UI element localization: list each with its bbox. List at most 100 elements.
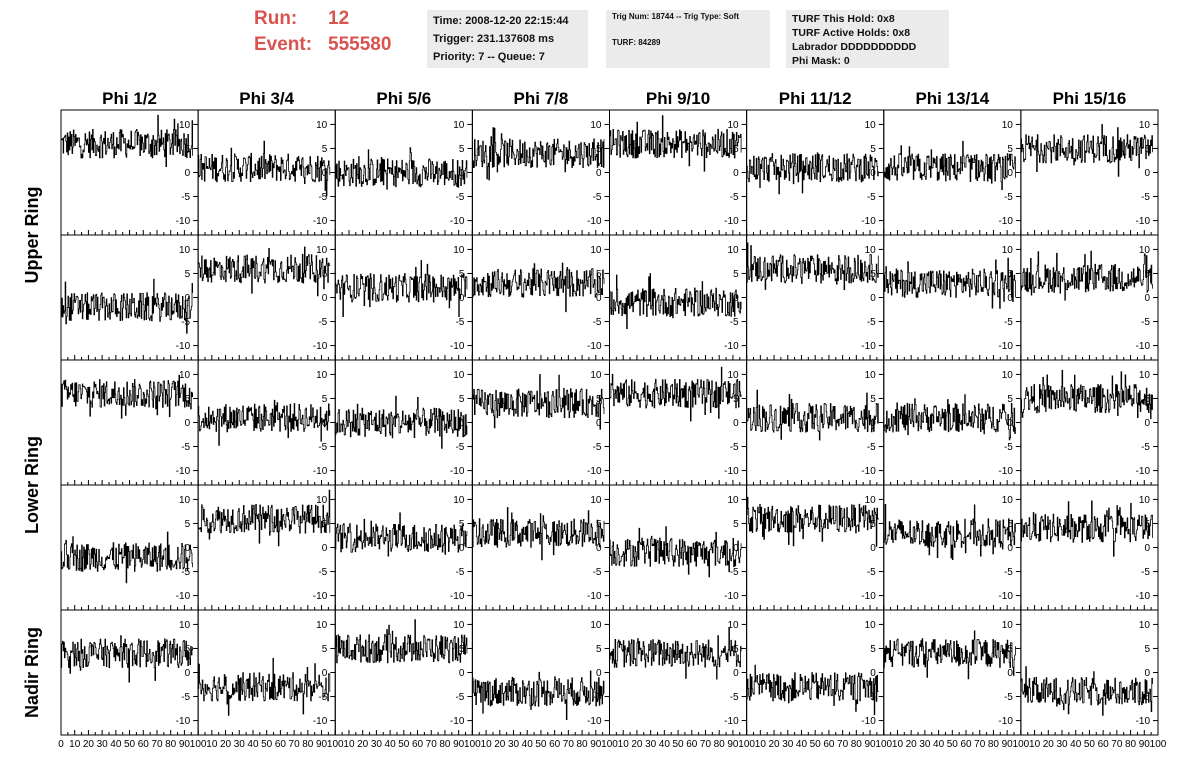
x-tick-label: 20 [906,739,918,750]
x-tick-label: 60 [138,739,150,750]
y-tick-label: 0 [596,668,602,679]
labrador-text: Labrador DDDDDDDDDD [792,41,917,53]
x-tick-label: 60 [960,739,972,750]
y-tick-label: 5 [322,644,328,655]
time-trigger-box: Time: 2008-12-20 22:15:44 Trigger: 231.1… [427,10,588,68]
y-tick-label: -10 [313,591,328,602]
y-tick-label: 0 [870,543,876,554]
y-tick-label: -5 [1004,317,1013,328]
y-tick-label: 0 [185,418,191,429]
y-tick-label: -5 [455,317,464,328]
waveform-trace [1020,666,1153,716]
x-tick-label: 100 [190,739,207,750]
x-tick-label: 100 [601,739,618,750]
y-tick-label: -5 [1141,317,1150,328]
waveform-trace [334,147,468,190]
y-tick-label: -5 [181,692,190,703]
y-tick-label: 10 [453,495,465,506]
y-tick-label: -10 [1136,466,1151,477]
y-tick-label: -5 [867,192,876,203]
x-tick-label: 40 [522,739,534,750]
x-tick-label: 20 [83,739,95,750]
x-tick-label: 50 [261,739,273,750]
x-tick-label: 0 [58,739,64,750]
turf-hold-text: TURF This Hold: 0x8 [792,13,895,25]
y-tick-label: -10 [1136,716,1151,727]
y-tick-label: 10 [179,245,191,256]
y-tick-label: -10 [450,466,465,477]
x-tick-label: 20 [768,739,780,750]
x-tick-label: 30 [234,739,246,750]
y-tick-label: 10 [865,245,877,256]
x-tick-label: 100 [327,739,344,750]
y-tick-label: 0 [733,543,739,554]
column-title: Phi 7/8 [514,89,569,108]
y-tick-label: 5 [733,519,739,530]
x-tick-label: 20 [631,739,643,750]
y-tick-label: 5 [185,394,191,405]
y-tick-label: 5 [1144,144,1150,155]
y-tick-label: -5 [867,317,876,328]
y-tick-label: -5 [1004,567,1013,578]
y-tick-label: -10 [724,466,739,477]
x-tick-label: 10 [69,739,81,750]
y-tick-label: -5 [181,192,190,203]
y-tick-label: -10 [998,216,1013,227]
x-tick-label: 20 [220,739,232,750]
y-tick-label: 10 [453,620,465,631]
x-tick-label: 40 [1070,739,1082,750]
turf-hold-box: TURF This Hold: 0x8 TURF Active Holds: 0… [786,10,949,68]
y-tick-label: 10 [590,370,602,381]
y-tick-label: -5 [455,567,464,578]
waveform-trace [883,140,1016,190]
y-tick-label: 10 [1139,620,1151,631]
priority-text: Priority: 7 -- Queue: 7 [433,51,545,63]
y-tick-label: 0 [185,168,191,179]
x-tick-label: 60 [823,739,835,750]
y-tick-label: -5 [867,567,876,578]
y-tick-label: 10 [1139,245,1151,256]
y-tick-label: 5 [870,519,876,530]
y-tick-label: -5 [867,692,876,703]
ring-label: Nadir Ring [22,627,42,718]
y-tick-label: 0 [1007,168,1013,179]
waveform-trace [883,394,1016,441]
waveform-trace [197,399,331,446]
y-tick-label: 5 [1144,644,1150,655]
x-tick-label: 70 [563,739,575,750]
y-tick-label: -5 [1141,442,1150,453]
waveform-trace [609,366,742,422]
y-tick-label: -5 [181,317,190,328]
x-tick-label: 80 [302,739,314,750]
y-tick-label: -5 [593,442,602,453]
y-tick-label: -5 [318,567,327,578]
y-tick-label: -10 [176,216,191,227]
y-tick-label: 0 [1007,668,1013,679]
x-tick-label: 50 [810,739,822,750]
x-tick-label: 100 [875,739,892,750]
x-tick-label: 70 [700,739,712,750]
waveform-trace [472,507,605,561]
y-tick-label: 5 [870,144,876,155]
x-tick-label: 30 [919,739,931,750]
y-tick-label: 0 [596,168,602,179]
y-tick-label: -5 [1004,442,1013,453]
y-tick-label: 10 [1002,245,1014,256]
y-tick-label: -5 [181,567,190,578]
x-tick-label: 40 [933,739,945,750]
waveform-trace [1020,369,1153,420]
y-tick-label: -10 [176,466,191,477]
x-tick-label: 80 [851,739,863,750]
y-tick-label: 10 [1139,120,1151,131]
